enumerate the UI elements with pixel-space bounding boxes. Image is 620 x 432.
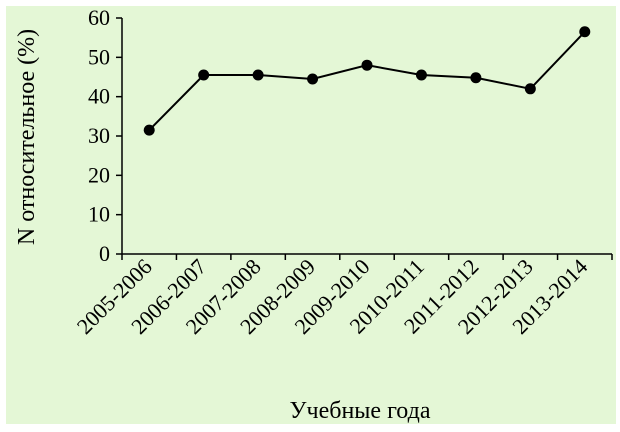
y-tick-label: 10	[88, 202, 110, 227]
y-tick-label: 40	[88, 84, 110, 109]
data-point	[143, 124, 155, 136]
data-point	[579, 26, 591, 38]
y-tick-label: 0	[99, 241, 110, 266]
x-axis-title: Учебные года	[290, 398, 431, 424]
data-point	[361, 59, 373, 71]
y-tick-label: 50	[88, 44, 110, 69]
data-point	[307, 73, 319, 85]
y-axis: 0 10 20 30 40 50 60	[88, 5, 123, 266]
data-point	[524, 83, 536, 95]
data-point	[252, 69, 264, 81]
y-axis-title: N относительное (%)	[14, 29, 40, 245]
data-point	[470, 72, 482, 84]
series-layer	[143, 26, 591, 136]
data-point	[198, 69, 210, 81]
y-tick-label: 20	[88, 162, 110, 187]
y-tick-label: 60	[88, 5, 110, 30]
data-point	[415, 69, 427, 81]
y-tick-label: 30	[88, 123, 110, 148]
